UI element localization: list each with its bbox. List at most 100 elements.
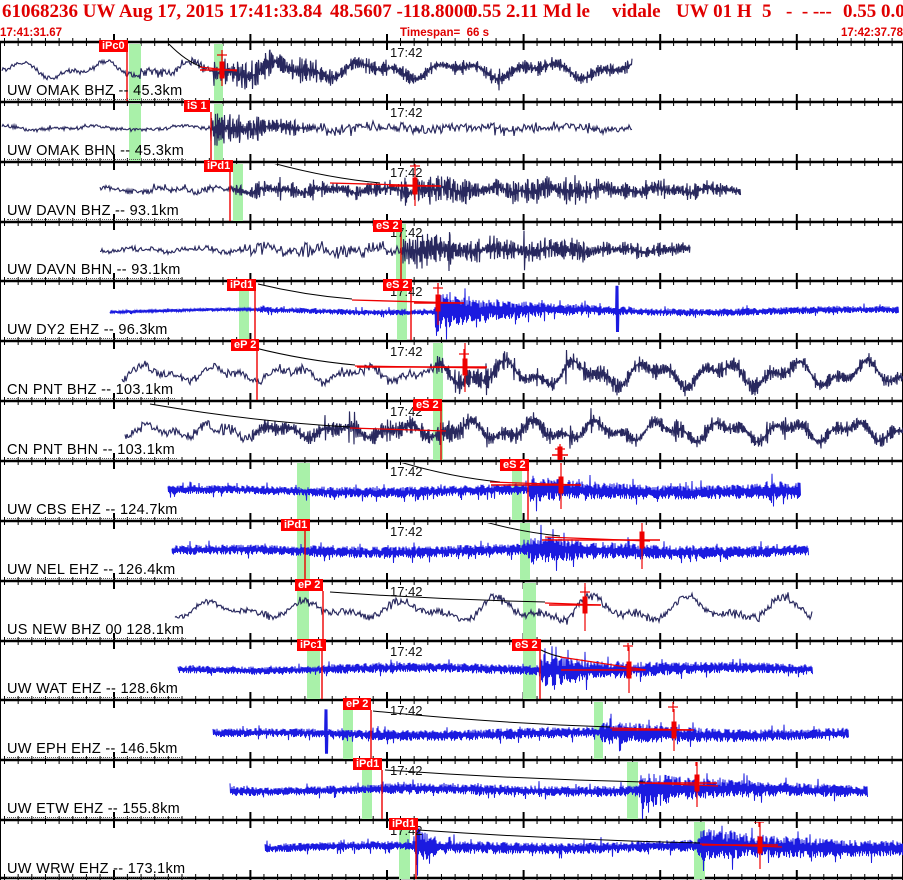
- amp-cross-bar: [757, 836, 763, 854]
- header-field-6: - - ---: [786, 1, 832, 22]
- pick-flag[interactable]: iPd1: [389, 818, 419, 830]
- amp-cross-bar: [462, 358, 468, 376]
- waveform[interactable]: [109, 285, 899, 340]
- window-start-time: 17:41:31.67: [0, 27, 63, 39]
- header-field-2: 0.55 2.11 Md le: [468, 1, 590, 22]
- time-tick-label: 17:42: [390, 584, 423, 599]
- coda-measure-line: [349, 427, 447, 432]
- timespan-label: Timespan= 66 s: [400, 27, 489, 39]
- pick-flag[interactable]: eP 2: [295, 579, 324, 591]
- amp-cross-bar: [639, 531, 645, 549]
- pick-flag[interactable]: iPc0: [99, 40, 128, 52]
- predicted-arrival-band: [297, 583, 309, 640]
- waveform[interactable]: [229, 773, 868, 820]
- trace-panel-cn-pnt-bhn-103-1km[interactable]: [124, 403, 903, 464]
- trace-panel-uw-wrw-ehz-173-1km[interactable]: [264, 816, 903, 880]
- waveform[interactable]: [177, 646, 813, 691]
- pick-flag[interactable]: iS 1: [184, 100, 210, 112]
- coda-measure-line: [559, 656, 647, 671]
- coda-decay-curve: [417, 829, 701, 844]
- event-header: 61068236 UW Aug 17, 2015 17:41:33.84 48.5…: [0, 0, 903, 27]
- predicted-arrival-band: [399, 822, 410, 879]
- pick-flag[interactable]: iPd1: [353, 758, 383, 770]
- waveform[interactable]: [100, 230, 691, 272]
- trace-panel-uw-nel-ehz-126-4km[interactable]: [171, 510, 809, 581]
- waveform[interactable]: [264, 816, 903, 876]
- pick-flag[interactable]: iPd1: [227, 279, 257, 291]
- predicted-arrival-band: [433, 343, 443, 400]
- waveform[interactable]: [167, 473, 801, 512]
- coda-decay-curve: [257, 283, 353, 300]
- time-tick-label: 17:42: [390, 644, 423, 659]
- pick-flag[interactable]: eS 2: [383, 279, 412, 291]
- pick-flag[interactable]: eP 2: [231, 339, 260, 351]
- amp-cross-bar: [558, 476, 564, 494]
- pick-flag[interactable]: iPd1: [281, 519, 311, 531]
- waveform[interactable]: [171, 524, 809, 571]
- pick-flag[interactable]: iPd1: [204, 160, 234, 172]
- pick-flag[interactable]: eS 2: [373, 220, 402, 232]
- coda-decay-curve: [372, 710, 611, 728]
- amp-cross-bar: [219, 61, 225, 79]
- trace-panel-uw-davn-bhn-93-1km[interactable]: [100, 224, 691, 281]
- station-label: UW WRW EHZ -- 173.1km: [7, 861, 188, 878]
- trace-panel-cn-pnt-bhz-103-1km[interactable]: [121, 342, 903, 401]
- trace-panel-uw-omak-bhn-45-3km[interactable]: [1, 104, 633, 162]
- coda-decay-curve: [487, 523, 561, 537]
- amp-cross-bar: [582, 596, 588, 614]
- waveform[interactable]: [1, 113, 633, 146]
- trace-panel-uw-eph-ehz-146-5km[interactable]: [212, 702, 849, 760]
- coda-decay-curve: [401, 463, 501, 483]
- station-label: UW ETW EHZ -- 155.8km: [7, 801, 183, 818]
- time-tick-label: 17:42: [390, 165, 423, 180]
- pick-flag[interactable]: eP 2: [343, 698, 372, 710]
- coda-decay-curve: [168, 44, 203, 68]
- trace-panel-us-new-bhz-00-128-1km[interactable]: [174, 579, 813, 641]
- pick-flag[interactable]: iPc1: [297, 639, 326, 651]
- waveform[interactable]: [121, 349, 903, 397]
- time-tick-label: 17:42: [390, 763, 423, 778]
- trace-panel-uw-etw-ehz-155-8km[interactable]: [229, 756, 868, 821]
- station-label: UW DAVN BHN -- 93.1km: [7, 262, 183, 279]
- amp-cross-bar: [671, 721, 677, 739]
- time-tick-label: 17:42: [390, 105, 423, 120]
- window-end-time: 17:42:37.78: [840, 27, 903, 39]
- waveform[interactable]: [124, 408, 903, 449]
- predicted-arrival-band: [523, 583, 536, 640]
- station-label: UW EPH EHZ -- 146.5km: [7, 741, 180, 758]
- waveform[interactable]: [174, 591, 813, 625]
- header-field-3: vidale: [612, 1, 661, 22]
- amp-cross-bar: [435, 294, 441, 312]
- station-label: UW DAVN BHZ -- 93.1km: [7, 203, 181, 220]
- time-tick-label: 17:42: [390, 45, 423, 60]
- time-tick-label: 17:42: [390, 524, 423, 539]
- waveform[interactable]: [1, 49, 633, 91]
- pick-flag[interactable]: eS 2: [512, 639, 541, 651]
- predicted-arrival-band: [129, 104, 141, 161]
- amp-cross-bar: [626, 661, 632, 679]
- station-label: CN PNT BHZ -- 103.1km: [7, 382, 176, 399]
- trace-panel-uw-cbs-ehz-124-7km[interactable]: [167, 455, 801, 521]
- station-label: UW OMAK BHN -- 45.3km: [7, 143, 187, 160]
- header-field-4: UW 01 H: [676, 1, 752, 22]
- waveform[interactable]: [99, 175, 742, 206]
- trace-panel-uw-davn-bhz-93-1km[interactable]: [99, 160, 742, 222]
- trace-panel-uw-dy2-ehz-96-3km[interactable]: [109, 281, 899, 341]
- predicted-arrival-band: [239, 283, 249, 340]
- time-tick-label: 17:42: [390, 703, 423, 718]
- pick-flag[interactable]: eS 2: [413, 399, 442, 411]
- coda-decay-curve: [329, 591, 546, 603]
- amp-cross-bar: [694, 774, 700, 792]
- station-label: UW DY2 EHZ -- 96.3km: [7, 322, 170, 339]
- trace-panel-uw-omak-bhz-45-3km[interactable]: [1, 42, 633, 102]
- pick-flag[interactable]: eS 2: [500, 459, 529, 471]
- predicted-arrival-band: [129, 44, 141, 101]
- time-tick-label: 17:42: [390, 464, 423, 479]
- station-label: CN PNT BHN -- 103.1km: [7, 442, 177, 459]
- coda-decay-curve: [384, 769, 646, 783]
- station-label: UW NEL EHZ -- 126.4km: [7, 562, 178, 579]
- waveform[interactable]: [212, 709, 849, 754]
- trace-panel-uw-wat-ehz-128-6km[interactable]: [177, 641, 813, 700]
